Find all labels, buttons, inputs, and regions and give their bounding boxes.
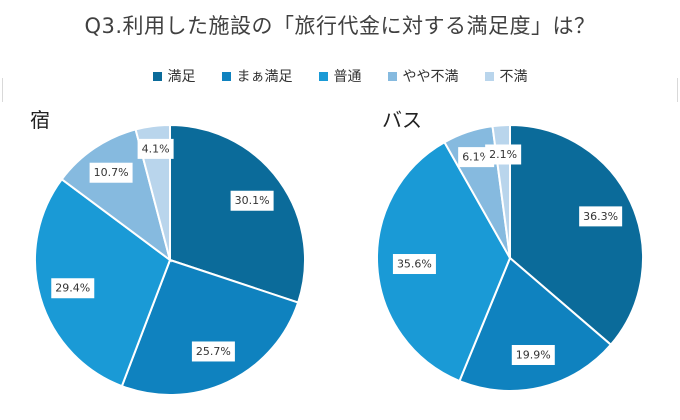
- data-label-text-accommodation-somewhat-satisfied: 25.7%: [196, 345, 231, 358]
- legend-label-somewhat-satisfied: まぁ満足: [236, 69, 293, 85]
- data-label-accommodation-somewhat-satisfied: 25.7%: [191, 341, 235, 362]
- data-label-bus-dissatisfied: 2.1%: [485, 144, 522, 165]
- data-label-bus-satisfied: 36.3%: [579, 206, 623, 227]
- data-label-text-bus-dissatisfied: 2.1%: [489, 148, 517, 161]
- legend-swatch-somewhat-dissatisfied: [387, 71, 397, 81]
- data-label-box-bus-satisfied: [579, 206, 623, 227]
- data-label-text-bus-satisfied: 36.3%: [583, 210, 618, 223]
- pie-chart-accommodation: 30.1% 25.7% 29.4% 10.7% 4.1%: [34, 123, 306, 396]
- frame-line-left: [2, 78, 3, 102]
- data-label-text-accommodation-neutral: 29.4%: [55, 282, 90, 295]
- pie-title-bus: バス: [382, 108, 422, 132]
- data-label-text-bus-neutral: 35.6%: [397, 258, 432, 271]
- frame-line-right: [677, 78, 678, 102]
- pie-slice-accommodation-somewhat-satisfied: [120, 258, 300, 396]
- data-label-text-accommodation-dissatisfied: 4.1%: [142, 142, 170, 155]
- chart-title: Q3.利用した施設の「旅行代金に対する満足度」は？: [84, 14, 596, 38]
- data-label-box-bus-neutral: [392, 254, 436, 275]
- legend-swatch-dissatisfied: [484, 71, 494, 81]
- data-label-box-bus-dissatisfied: [485, 144, 522, 165]
- legend-item-satisfied: 満足: [152, 66, 196, 86]
- legend: 満足 まぁ満足 普通 やや不満 不満: [0, 66, 680, 86]
- legend-item-somewhat-satisfied: まぁ満足: [221, 66, 293, 86]
- legend-swatch-somewhat-satisfied: [221, 71, 231, 81]
- pie-slice-accommodation-somewhat-dissatisfied: [60, 128, 172, 263]
- pie-slice-bus-neutral: [376, 140, 512, 383]
- legend-swatch-neutral: [318, 71, 328, 81]
- pie-title-accommodation: 宿: [30, 108, 50, 132]
- pie-slice-accommodation-satisfied: [169, 123, 306, 304]
- data-label-text-accommodation-somewhat-dissatisfied: 10.7%: [94, 166, 129, 179]
- data-label-box-accommodation-dissatisfied: [137, 138, 174, 159]
- data-label-bus-neutral: 35.6%: [392, 254, 436, 275]
- legend-item-somewhat-dissatisfied: やや不満: [387, 66, 459, 86]
- data-label-accommodation-neutral: 29.4%: [51, 278, 95, 299]
- data-label-text-bus-somewhat-dissatisfied: 6.1%: [462, 151, 490, 164]
- legend-label-dissatisfied: 不満: [499, 69, 528, 85]
- legend-item-neutral: 普通: [318, 66, 362, 86]
- legend-label-satisfied: 満足: [167, 69, 196, 85]
- pie-slice-bus-satisfied: [509, 123, 644, 347]
- legend-item-dissatisfied: 不満: [484, 66, 528, 86]
- data-label-box-bus-somewhat-satisfied: [511, 344, 555, 365]
- legend-label-neutral: 普通: [333, 69, 362, 85]
- legend-swatch-satisfied: [152, 71, 162, 81]
- data-label-text-accommodation-satisfied: 30.1%: [235, 194, 270, 207]
- data-label-accommodation-satisfied: 30.1%: [230, 190, 274, 211]
- data-label-box-accommodation-satisfied: [230, 190, 274, 211]
- data-label-text-bus-somewhat-satisfied: 19.9%: [516, 348, 551, 361]
- pie-chart-bus: 36.3% 19.9% 35.6% 6.1% 2.1%: [376, 123, 644, 392]
- data-label-box-accommodation-neutral: [51, 278, 95, 299]
- data-label-accommodation-dissatisfied: 4.1%: [137, 138, 174, 159]
- data-label-box-accommodation-somewhat-satisfied: [191, 341, 235, 362]
- data-label-bus-somewhat-satisfied: 19.9%: [511, 344, 555, 365]
- pie-slice-accommodation-neutral: [34, 177, 172, 388]
- data-label-box-accommodation-somewhat-dissatisfied: [89, 162, 133, 183]
- legend-label-somewhat-dissatisfied: やや不満: [402, 69, 459, 85]
- data-label-accommodation-somewhat-dissatisfied: 10.7%: [89, 162, 133, 183]
